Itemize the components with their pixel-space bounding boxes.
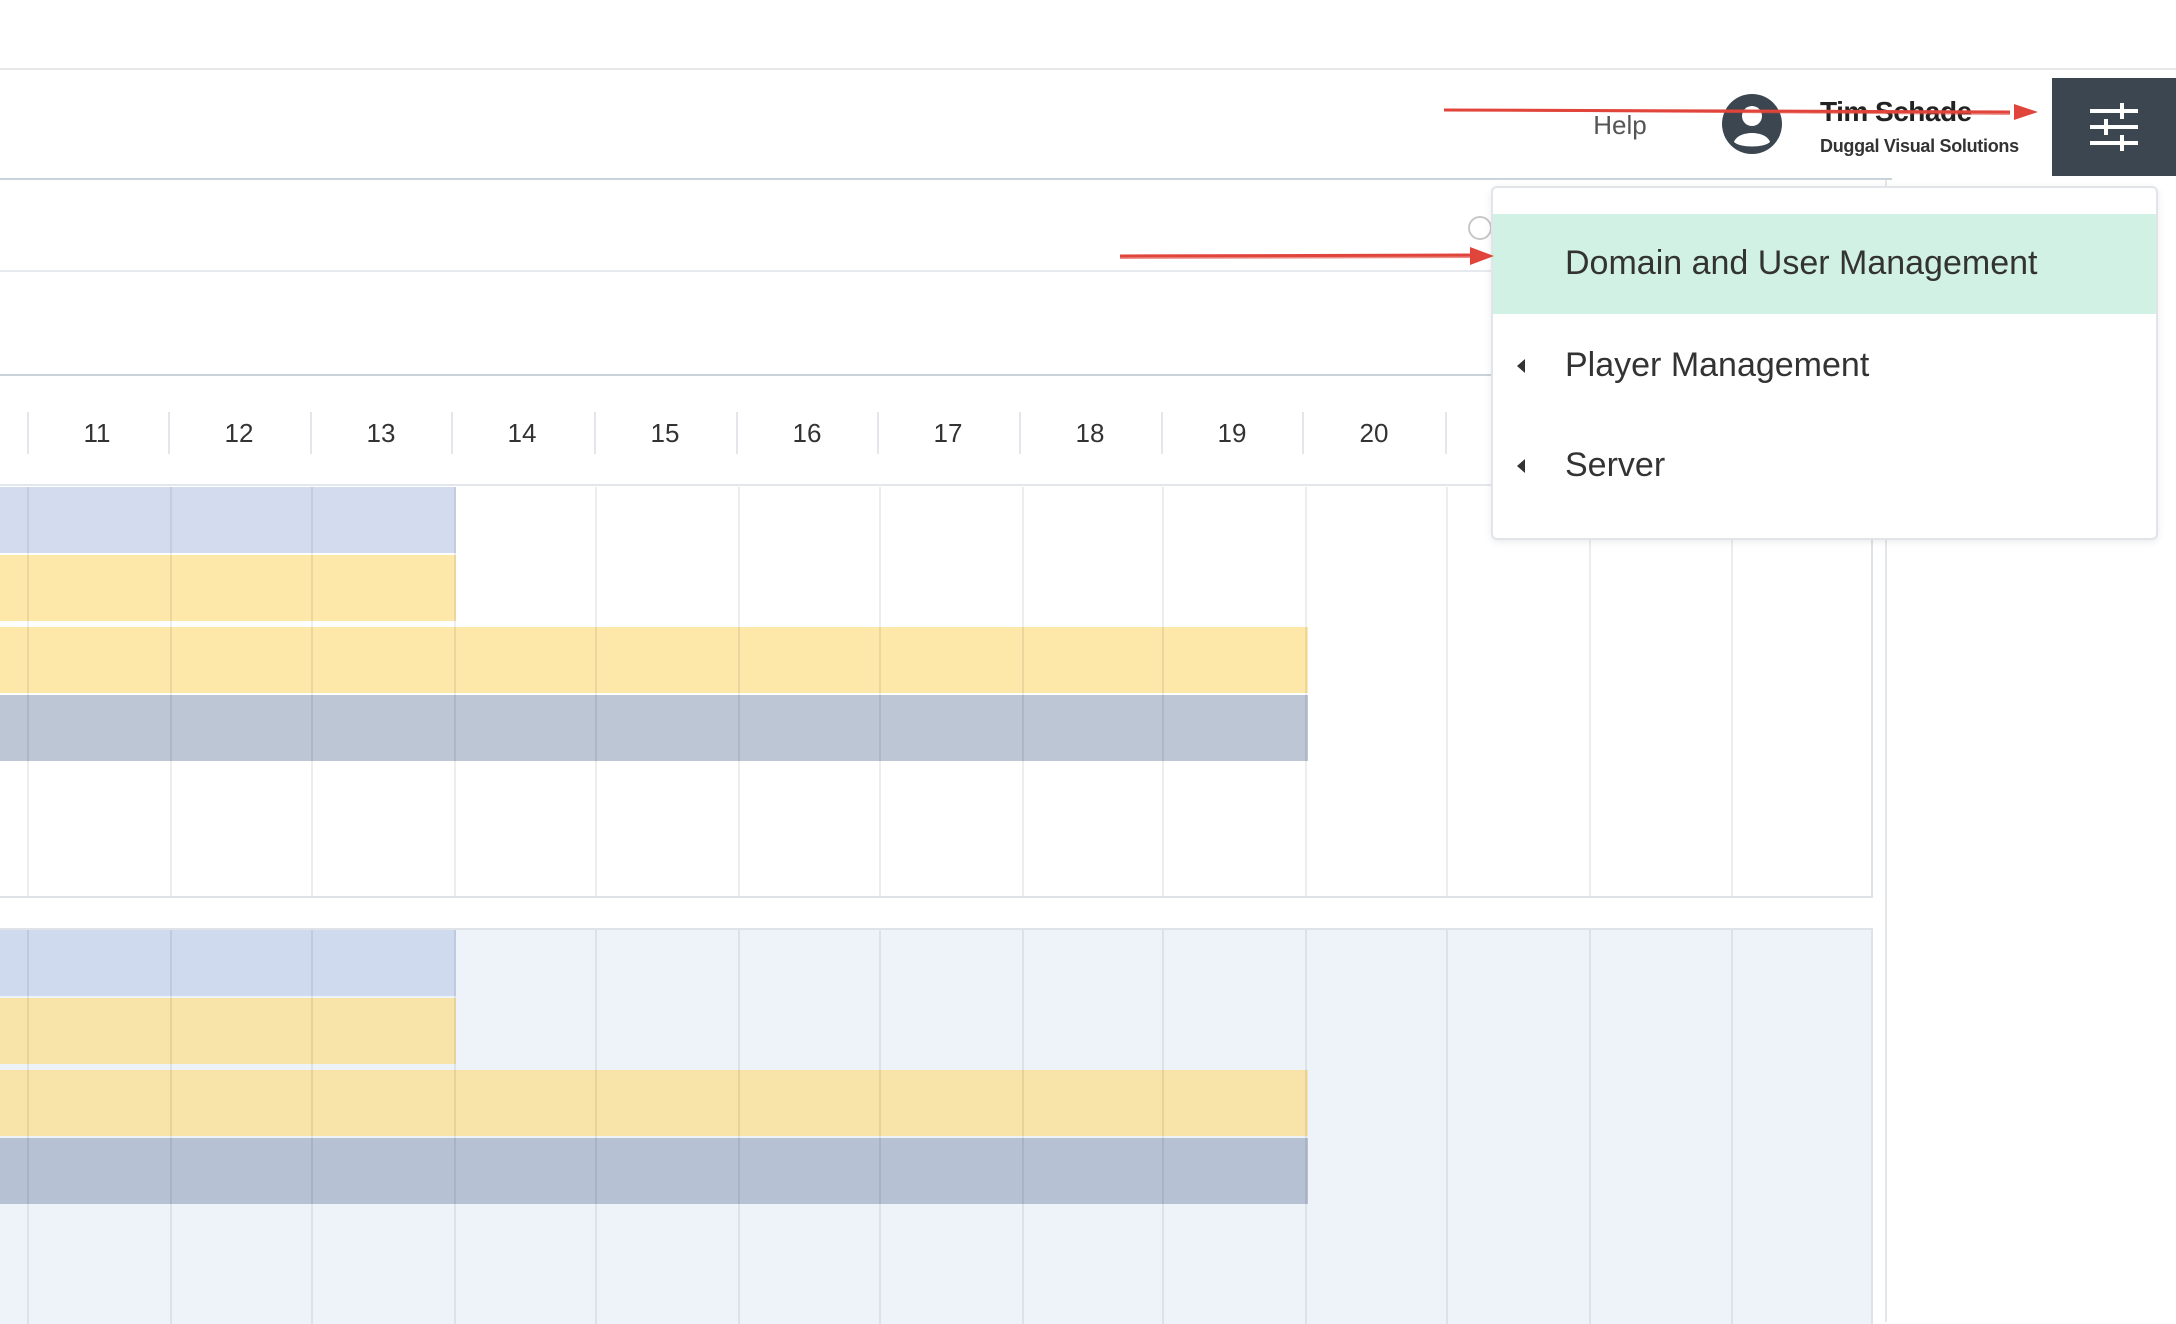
day-label: 18: [1075, 418, 1105, 448]
calendar-day-header: 11 12 13 14 15 16 17 18 19 20: [0, 400, 1892, 466]
calendar-right-border: [1885, 180, 1887, 1322]
day-gridline: [170, 487, 172, 897]
header-top-divider: [0, 68, 2176, 70]
schedule-bar[interactable]: [0, 487, 456, 553]
panel-right-border: [1871, 487, 1873, 897]
day-gridline: [1731, 487, 1733, 897]
day-gridline: [879, 930, 881, 1324]
settings-button[interactable]: [2052, 78, 2176, 176]
day-label: 12: [224, 418, 254, 448]
day-label: 11: [83, 418, 111, 448]
header-bottom-divider: [0, 178, 1892, 180]
day-label: 16: [792, 418, 822, 448]
day-label: 13: [366, 418, 396, 448]
panel-right-border: [1871, 930, 1873, 1324]
day-separator: [1302, 412, 1304, 454]
annotation-arrow: [1119, 247, 1494, 265]
day-gridline: [1446, 487, 1448, 897]
caret-left-icon: [1517, 359, 1525, 373]
day-gridline: [1589, 487, 1591, 897]
day-gridline: [738, 487, 740, 897]
day-separator: [1019, 412, 1021, 454]
day-gridline: [1305, 487, 1307, 897]
day-separator: [736, 412, 738, 454]
day-gridline: [1446, 930, 1448, 1324]
schedule-bar[interactable]: [0, 930, 456, 996]
schedule-panel: [0, 928, 1873, 1324]
day-gridline: [1022, 930, 1024, 1324]
menu-item-server[interactable]: Server: [1493, 416, 2156, 516]
day-gridline: [454, 487, 456, 897]
day-gridline: [595, 487, 597, 897]
day-label: 17: [933, 418, 963, 448]
menu-item-label: Server: [1565, 446, 1666, 484]
day-gridline: [311, 487, 313, 897]
day-gridline: [27, 930, 29, 1324]
day-gridline: [1731, 930, 1733, 1324]
day-separator: [1445, 412, 1447, 454]
day-gridline: [1022, 487, 1024, 897]
day-gridline: [879, 487, 881, 897]
menu-item-player-management[interactable]: Player Management: [1493, 316, 2156, 416]
menu-item-domain-user-management[interactable]: Domain and User Management: [1493, 214, 2156, 314]
day-separator: [451, 412, 453, 454]
schedule-bar[interactable]: [0, 555, 456, 621]
day-separator: [168, 412, 170, 454]
sliders-icon: [2090, 103, 2138, 151]
schedule-bar[interactable]: [0, 1138, 1308, 1204]
toolbar-divider: [0, 374, 1492, 376]
schedule-bar[interactable]: [0, 695, 1308, 761]
day-separator: [310, 412, 312, 454]
toolbar-divider: [0, 270, 1492, 272]
panel-divider: [0, 896, 1873, 898]
day-label: 19: [1217, 418, 1247, 448]
schedule-bar[interactable]: [0, 627, 1308, 693]
caret-left-icon: [1517, 459, 1525, 473]
settings-dropdown-menu: Domain and User Management Player Manage…: [1491, 186, 2158, 540]
user-organization: Duggal Visual Solutions: [1820, 136, 2019, 156]
day-label: 15: [650, 418, 680, 448]
day-gridline: [170, 930, 172, 1324]
help-link[interactable]: Help: [1593, 110, 1647, 140]
day-gridline: [738, 930, 740, 1324]
day-header-divider: [0, 484, 1872, 486]
day-label: 14: [507, 418, 537, 448]
schedule-panel: [0, 487, 1873, 897]
day-gridline: [311, 930, 313, 1324]
day-gridline: [454, 930, 456, 1324]
menu-item-label: Domain and User Management: [1565, 244, 2038, 282]
day-separator: [594, 412, 596, 454]
day-gridline: [1305, 930, 1307, 1324]
schedule-bar[interactable]: [0, 1070, 1308, 1136]
annotation-arrow: [1443, 104, 2038, 120]
day-gridline: [595, 930, 597, 1324]
day-gridline: [27, 487, 29, 897]
schedule-bar[interactable]: [0, 998, 456, 1064]
menu-item-label: Player Management: [1565, 346, 1870, 384]
day-gridline: [1162, 487, 1164, 897]
day-gridline: [1162, 930, 1164, 1324]
day-label: 20: [1359, 418, 1389, 448]
day-separator: [1161, 412, 1163, 454]
day-gridline: [1589, 930, 1591, 1324]
day-separator: [27, 412, 29, 454]
toggle-knob[interactable]: [1468, 216, 1492, 240]
day-separator: [877, 412, 879, 454]
